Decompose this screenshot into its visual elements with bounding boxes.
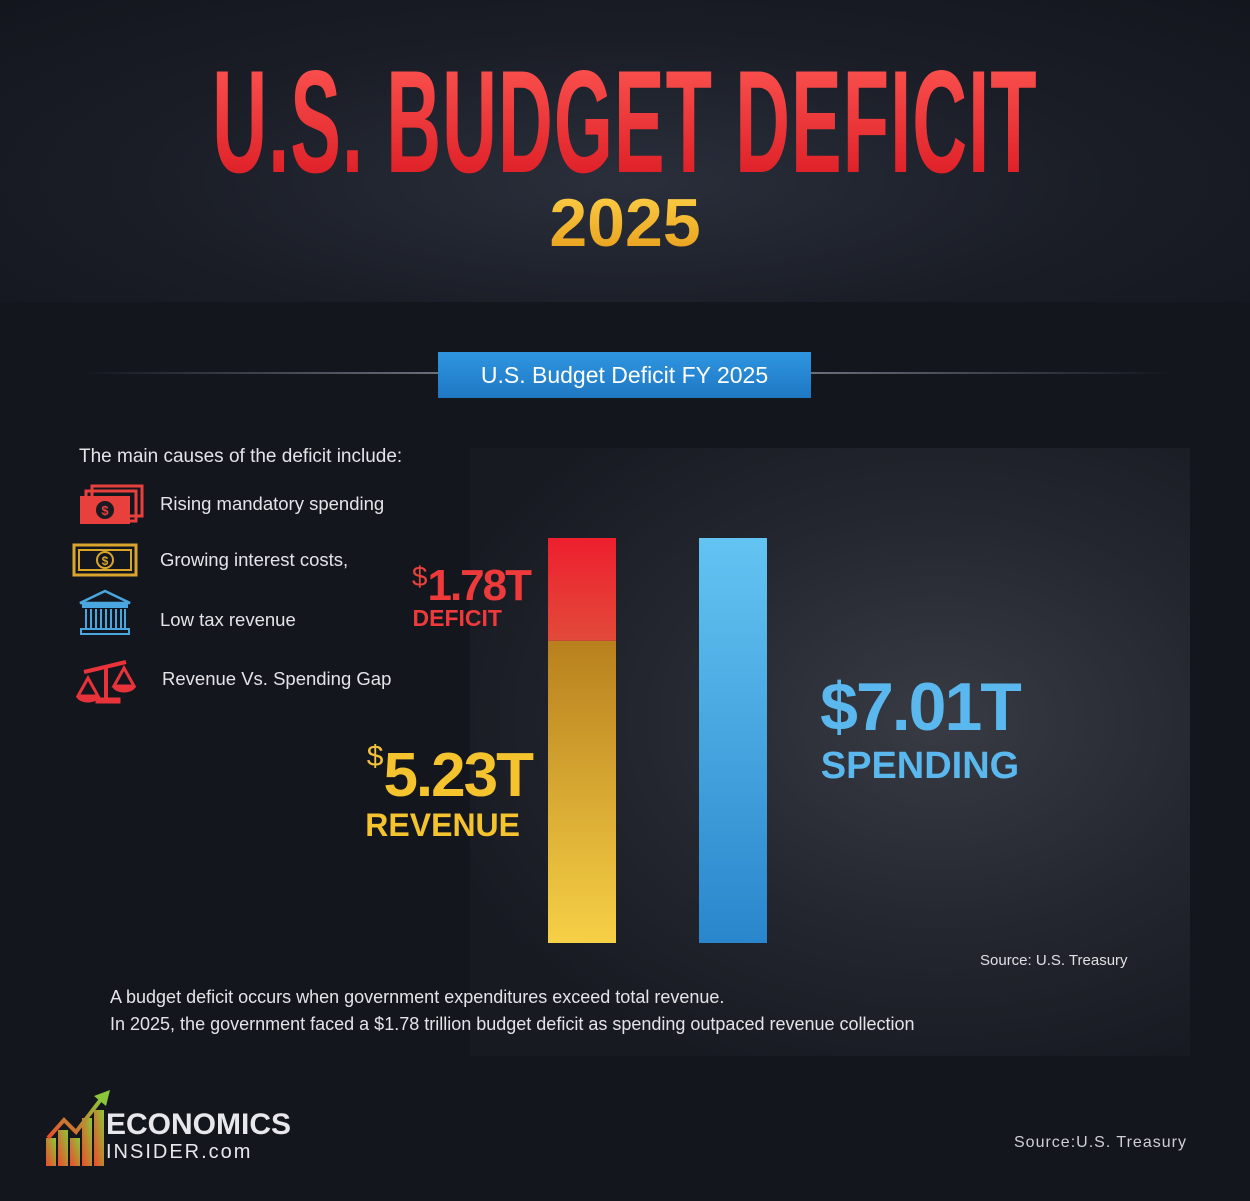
deficit-value: 1.78T <box>427 561 532 610</box>
footer-source: Source:U.S. Treasury <box>1014 1134 1187 1151</box>
deficit-value-label: $1.78T <box>380 561 532 611</box>
logo-text-top: ECONOMICS <box>106 1108 292 1141</box>
page-title: U.S. BUDGET DEFICIT <box>105 41 1145 203</box>
money-stack-icon: $ <box>80 484 144 524</box>
revenue-value-label: $5.23T <box>320 740 534 811</box>
divider-right <box>811 372 1171 374</box>
svg-text:$: $ <box>101 503 109 518</box>
bar-deficit <box>548 538 616 641</box>
section-banner: U.S. Budget Deficit FY 2025 <box>438 352 811 398</box>
svg-text:$: $ <box>102 554 109 568</box>
spending-name: SPENDING <box>820 745 1020 787</box>
revenue-name: REVENUE <box>365 807 520 843</box>
revenue-currency: $ <box>366 740 384 773</box>
cause-item: Low tax revenue <box>160 609 296 630</box>
balance-scale-icon <box>76 660 136 704</box>
bar-spending <box>699 538 767 943</box>
deficit-currency: $ <box>411 561 428 592</box>
spending-value: $7.01T <box>820 669 1022 745</box>
note-line: In 2025, the government faced a $1.78 tr… <box>110 1014 915 1034</box>
logo-text-bottom: INSIDER.com <box>106 1141 253 1163</box>
cause-item: Growing interest costs, <box>160 549 349 570</box>
cause-item: Rising mandatory spending <box>160 493 385 514</box>
logo-chart-icon <box>46 1090 110 1166</box>
divider-left <box>80 372 440 374</box>
bar-revenue <box>548 640 616 943</box>
chart-source: Source: U.S. Treasury <box>980 952 1128 969</box>
page-year: 2025 <box>0 184 1250 262</box>
cause-item: Revenue Vs. Spending Gap <box>162 668 392 689</box>
government-building-icon <box>79 589 131 635</box>
revenue-value: 5.23T <box>383 741 534 810</box>
deficit-name: DEFICIT <box>412 605 502 631</box>
banknote-icon: $ <box>72 543 138 577</box>
hero-background <box>0 0 1250 302</box>
note-line: A budget deficit occurs when government … <box>110 987 725 1007</box>
causes-heading: The main causes of the deficit include: <box>79 446 403 467</box>
